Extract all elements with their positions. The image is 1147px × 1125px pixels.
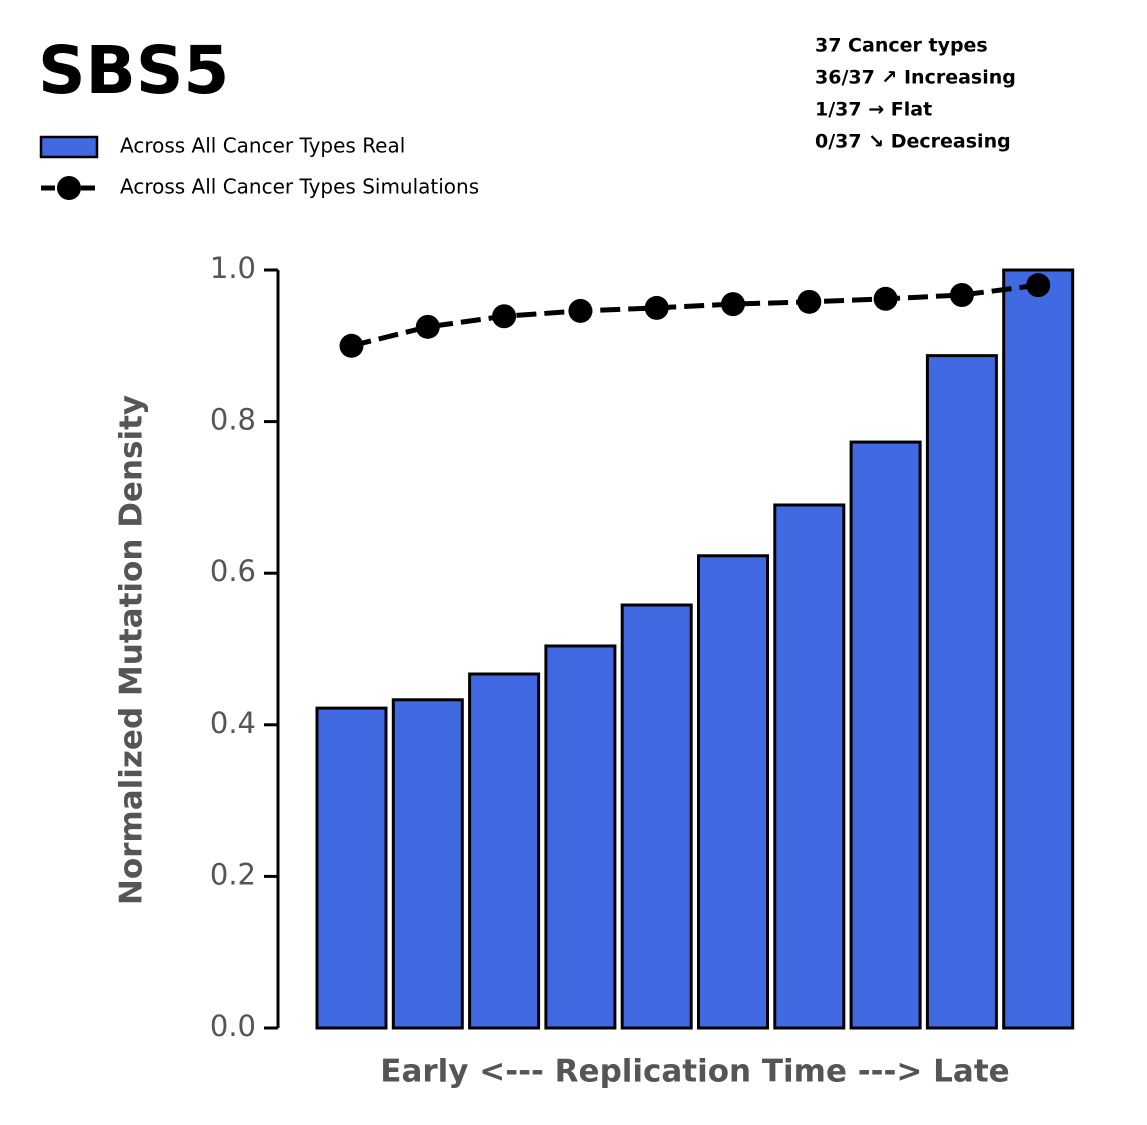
legend-swatch [39,135,99,159]
bar [697,554,769,1030]
y-tick-label: 0.0 [210,1009,256,1043]
marker [492,304,517,329]
marker [873,286,898,311]
bar [1002,268,1075,1030]
annotation: 36/37 ↗ Increasing [815,67,1016,89]
legend-label: Across All Cancer Types Real [120,134,405,158]
marker [644,295,669,320]
chart-title: SBS5 [38,32,229,109]
marker [721,292,745,317]
marker [797,289,822,314]
marker [568,298,593,323]
marker [415,314,440,339]
annotation: 0/37 ↘ Decreasing [815,131,1011,153]
bar [544,644,617,1030]
y-tick-label: 0.2 [210,857,256,891]
x-axis-label: Early <--- Replication Time ---> Late [380,1054,1009,1090]
annotation: 37 Cancer types [815,35,988,57]
bar [773,503,846,1030]
y-tick-label: 1.0 [210,251,256,285]
marker [1026,273,1051,298]
y-axis-label: Normalized Mutation Density [114,395,150,905]
legend-marker [57,176,81,200]
legend-label: Across All Cancer Types Simulations [120,175,479,199]
marker [339,333,364,358]
y-tick-label: 0.8 [210,403,256,437]
annotation: 1/37 → Flat [815,99,932,121]
y-tick-label: 0.4 [210,706,256,740]
y-tick-label: 0.6 [210,554,256,588]
marker [949,283,974,308]
bar [391,698,464,1030]
bar [315,706,388,1030]
bar [849,440,922,1030]
line [350,282,1039,349]
bar [468,672,541,1030]
bar [620,603,693,1030]
bar [925,354,998,1030]
